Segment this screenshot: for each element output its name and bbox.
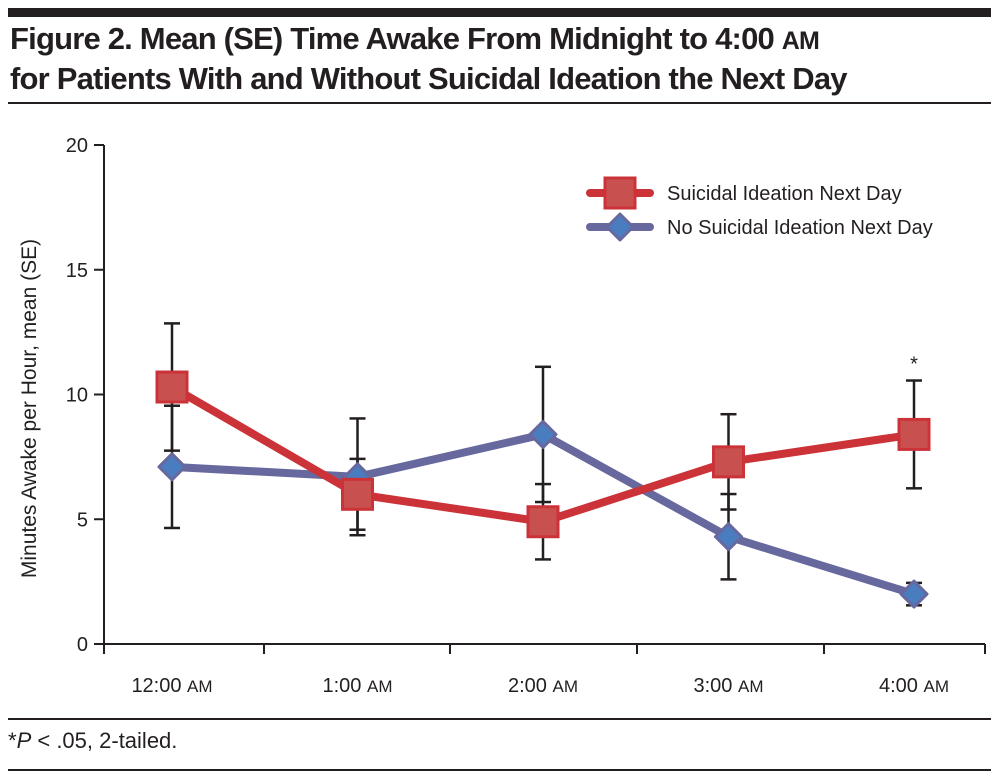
marker-suicidal-ideation bbox=[897, 417, 931, 451]
y-tick-label: 15 bbox=[66, 260, 88, 282]
title-line-2: for Patients With and Without Suicidal I… bbox=[10, 61, 848, 96]
figure-title: Figure 2. Mean (SE) Time Awake From Midn… bbox=[10, 20, 995, 97]
x-category-label: 4:00 AM bbox=[879, 675, 949, 697]
marker-suicidal-ideation bbox=[712, 445, 745, 479]
category-time: 1:00 bbox=[323, 675, 367, 697]
category-time: 3:00 bbox=[694, 675, 738, 697]
legend-marker bbox=[603, 176, 637, 210]
series-markers bbox=[155, 370, 931, 609]
title-line-1-text: Figure 2. Mean (SE) Time Awake From Midn… bbox=[10, 21, 775, 56]
footnote-star: * bbox=[8, 728, 17, 753]
marker-no-suicidal-ideation bbox=[157, 452, 187, 482]
category-time: 4:00 bbox=[879, 675, 923, 697]
marker-suicidal-ideation bbox=[155, 370, 189, 404]
marker-no-suicidal-ideation bbox=[714, 522, 743, 552]
footnote-rule-bottom bbox=[8, 769, 991, 771]
category-ampm: AM bbox=[923, 677, 949, 696]
footnote-p: P bbox=[16, 728, 32, 753]
marker-no-suicidal-ideation bbox=[528, 419, 558, 449]
category-time: 12:00 bbox=[131, 675, 187, 697]
category-time: 2:00 bbox=[508, 675, 552, 697]
title-am-smallcaps: AM bbox=[781, 27, 820, 55]
x-category-label: 12:00 AM bbox=[131, 675, 212, 697]
footnote: *P < .05, 2-tailed. bbox=[8, 728, 177, 754]
marker-suicidal-ideation bbox=[526, 505, 560, 539]
x-category-label: 1:00 AM bbox=[323, 675, 393, 697]
legend-label: Suicidal Ideation Next Day bbox=[667, 183, 902, 205]
marker-no-suicidal-ideation bbox=[899, 579, 929, 609]
category-ampm: AM bbox=[552, 677, 578, 696]
legend-marker bbox=[605, 212, 635, 242]
legend-label: No Suicidal Ideation Next Day bbox=[667, 217, 933, 239]
y-axis-title: Minutes Awake per Hour, mean (SE) bbox=[18, 239, 41, 578]
x-category-label: 3:00 AM bbox=[694, 675, 764, 697]
footnote-text: < .05, 2-tailed. bbox=[31, 728, 178, 753]
footnote-rule-top bbox=[8, 718, 991, 720]
y-tick-label: 5 bbox=[77, 509, 88, 531]
category-ampm: AM bbox=[738, 677, 764, 696]
y-tick-label: 20 bbox=[66, 135, 88, 157]
top-rule bbox=[8, 8, 991, 17]
y-tick-label: 10 bbox=[66, 385, 88, 407]
title-rule bbox=[8, 102, 991, 104]
y-tick-label: 0 bbox=[77, 634, 88, 656]
x-category-label: 2:00 AM bbox=[508, 675, 578, 697]
marker-suicidal-ideation bbox=[341, 477, 374, 511]
annotations: * bbox=[910, 354, 918, 376]
category-ampm: AM bbox=[187, 677, 213, 696]
category-ampm: AM bbox=[367, 677, 393, 696]
legend: Suicidal Ideation Next Day No Suicidal Id… bbox=[586, 176, 933, 242]
title-line-1: Figure 2. Mean (SE) Time Awake From Midn… bbox=[10, 20, 995, 60]
significance-asterisk: * bbox=[910, 354, 918, 376]
